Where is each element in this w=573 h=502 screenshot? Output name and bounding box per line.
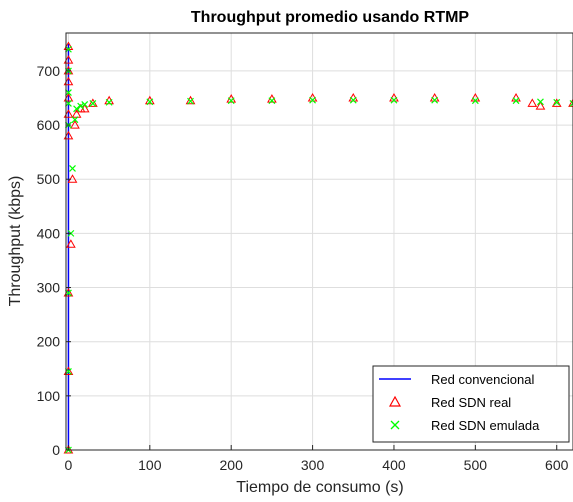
series-red-sdn-emulada-point [431, 96, 439, 104]
y-axis-label: Throughput (kbps) [7, 176, 24, 307]
series-red-sdn-emulada-point [512, 97, 520, 105]
series-red-sdn-emulada-point-stroke [71, 116, 79, 124]
x-tick-label: 600 [545, 457, 569, 473]
series-red-sdn-emulada-point-stroke [105, 98, 113, 106]
x-tick-label: 400 [382, 457, 406, 473]
series-red-sdn-emulada-point-stroke [431, 96, 439, 104]
legend-label: Red SDN emulada [431, 418, 540, 433]
y-tick-label: 700 [37, 63, 61, 79]
series-red-sdn-emulada-point [81, 101, 89, 108]
series-red-sdn-real-point [551, 98, 562, 107]
chart-title: Throughput promedio usando RTMP [191, 9, 470, 26]
series-red-sdn-emulada-point-stroke [146, 98, 154, 106]
y-tick-label: 500 [37, 171, 61, 187]
series-red-sdn-emulada-point [309, 96, 317, 104]
plot-frame [65, 32, 573, 451]
x-tick-label: 500 [464, 457, 488, 473]
series-red-sdn-emulada-point-stroke [309, 96, 317, 104]
series-red-sdn-emulada-point-stroke [553, 98, 561, 106]
series-red-sdn-emulada-point [569, 99, 573, 107]
x-tick-label: 100 [138, 457, 162, 473]
y-tick-label: 100 [37, 388, 61, 404]
x-tick-label: 300 [301, 457, 325, 473]
series-red-sdn-emulada-point-stroke [471, 97, 479, 105]
series-red-sdn-emulada-point-stroke [89, 99, 97, 107]
series-red-sdn-emulada-point [69, 164, 76, 172]
series-red-sdn-real-point [568, 98, 573, 107]
series-red-sdn-emulada-point [390, 96, 398, 104]
series-red-sdn-real-point [70, 120, 80, 129]
y-tick-label: 300 [37, 280, 61, 296]
series-red-sdn-emulada-point-stroke [69, 164, 76, 172]
legend-swatch-x [390, 420, 400, 430]
x-axis-label: Tiempo de consumo (s) [236, 479, 403, 496]
x-tick-label: 200 [220, 457, 244, 473]
legend-label: Red convencional [431, 372, 534, 387]
series-red-sdn-emulada-point [349, 96, 357, 104]
series-red-sdn-emulada-point [227, 97, 235, 105]
series-red-sdn-emulada-point-stroke [187, 97, 194, 105]
legend: Red convencional Red SDN real Red SDN emul… [372, 365, 570, 443]
series-red-sdn-emulada-point [105, 98, 113, 106]
axis-ticks: 0 100 200 300 400 500 600 0 100 200 300 400 500 600 70… [37, 63, 569, 473]
series-red-sdn-emulada-point [77, 102, 85, 110]
y-tick-label: 400 [37, 225, 61, 241]
series-red-sdn-emulada-point [553, 98, 561, 106]
series-red-sdn-emulada-point-stroke [73, 105, 81, 113]
series-red-sdn-emulada-point-stroke [268, 97, 276, 105]
y-tick-label: 0 [52, 442, 60, 458]
series-red-sdn-emulada-point-stroke [569, 102, 573, 107]
series-red-sdn-emulada-point [89, 99, 97, 107]
series-red-sdn-emulada-point-stroke [569, 99, 573, 105]
series-red-sdn-emulada-point-stroke [81, 101, 89, 108]
series-red-sdn-emulada-point [187, 97, 194, 105]
series-red-sdn-real-point [87, 98, 98, 107]
legend-label: Red SDN real [431, 395, 511, 410]
legend-swatch-triangle [388, 395, 402, 407]
series-red-sdn-emulada-point-stroke [77, 102, 85, 110]
series-red-sdn-emulada-point [73, 105, 81, 113]
y-tick-label: 200 [37, 334, 61, 350]
series-red-sdn-emulada-point [471, 97, 479, 105]
series-red-sdn-emulada-point [268, 97, 276, 105]
series-red-sdn-real-point [185, 95, 196, 105]
series-red-sdn-real-point [66, 239, 76, 248]
series-red-sdn-real-point [535, 101, 546, 110]
series-red-sdn-emulada-point-stroke [227, 97, 235, 105]
series-red-sdn-emulada-point-stroke [349, 96, 357, 104]
series-red-sdn-emulada-point [537, 98, 544, 106]
series-red-sdn-emulada-point [71, 116, 79, 124]
y-tick-label: 600 [37, 117, 61, 133]
series-red-sdn-real-point [527, 98, 538, 107]
series-red-sdn-emulada-point-stroke [512, 97, 520, 105]
series-red-sdn-emulada-point-stroke [537, 98, 544, 106]
series-red-sdn-emulada-point-stroke [390, 96, 398, 104]
x-tick-label: 0 [65, 457, 73, 473]
series-red-sdn-emulada-point [146, 98, 154, 106]
